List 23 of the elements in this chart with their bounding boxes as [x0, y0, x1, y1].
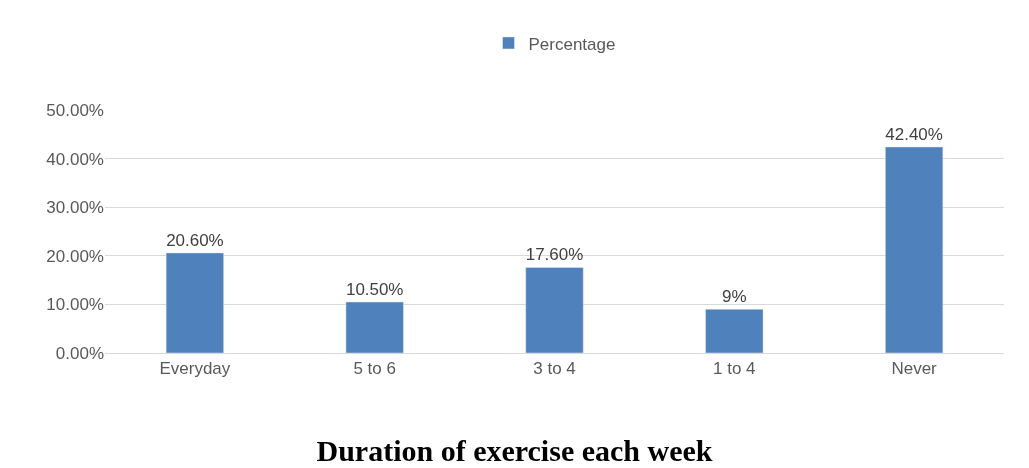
y-tick-label: 30.00% [46, 198, 104, 218]
legend-label: Percentage [528, 34, 616, 54]
data-label: 42.40% [885, 124, 943, 144]
bar [705, 309, 764, 353]
y-tick-label: 50.00% [46, 100, 104, 120]
x-tick-label: 3 to 4 [533, 359, 576, 379]
x-tick-label: 1 to 4 [713, 359, 756, 379]
y-tick-label: 0.00% [55, 343, 104, 363]
bar [885, 146, 944, 353]
data-label: 20.60% [166, 230, 224, 250]
y-tick-label: 10.00% [46, 295, 104, 315]
text: Duration of exercise each week [316, 433, 713, 467]
x-tick-label: 5 to 6 [353, 359, 396, 379]
bar [345, 301, 404, 353]
y-tick-label: 40.00% [46, 149, 104, 169]
bar [165, 252, 224, 353]
data-label: 17.60% [525, 245, 584, 265]
data-label: 10.50% [345, 279, 404, 299]
x-tick-label: Never [891, 359, 938, 379]
x-tick-label: Everyday [159, 359, 231, 379]
bar [525, 267, 584, 353]
y-tick-label: 20.00% [46, 246, 104, 266]
data-label: 9% [722, 287, 747, 307]
